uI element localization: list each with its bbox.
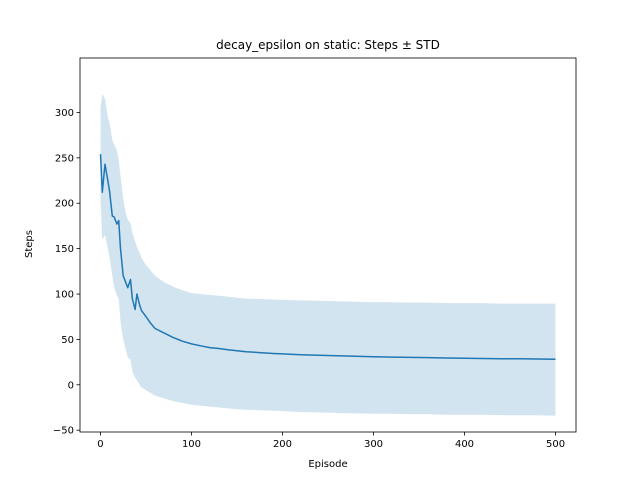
axes-frame xyxy=(79,57,577,433)
y-tick-label: 100 xyxy=(55,290,74,301)
y-tick-label: 200 xyxy=(55,199,74,210)
y-axis-ticks: −50 0 50 100 150 200 250 300 xyxy=(53,108,80,437)
x-tick-label: 0 xyxy=(97,439,103,450)
x-axis-ticks: 0 100 200 300 400 500 xyxy=(97,432,565,450)
x-tick-label: 200 xyxy=(273,439,292,450)
y-tick-label: −50 xyxy=(53,426,74,437)
y-tick-label: 0 xyxy=(68,380,74,391)
y-axis-label: Steps xyxy=(24,230,35,258)
std-band xyxy=(100,94,556,416)
chart-title: decay_epsilon on static: Steps ± STD xyxy=(216,38,440,52)
x-tick-label: 500 xyxy=(546,439,565,450)
y-tick-label: 50 xyxy=(61,335,74,346)
x-tick-label: 300 xyxy=(364,439,383,450)
x-tick-label: 400 xyxy=(455,439,474,450)
y-tick-label: 150 xyxy=(55,244,74,255)
mean-line xyxy=(99,154,556,360)
x-tick-label: 100 xyxy=(182,439,201,450)
x-axis-label: Episode xyxy=(308,459,347,470)
plot-area xyxy=(99,94,556,416)
y-tick-label: 300 xyxy=(55,108,74,119)
y-tick-label: 250 xyxy=(55,153,74,164)
